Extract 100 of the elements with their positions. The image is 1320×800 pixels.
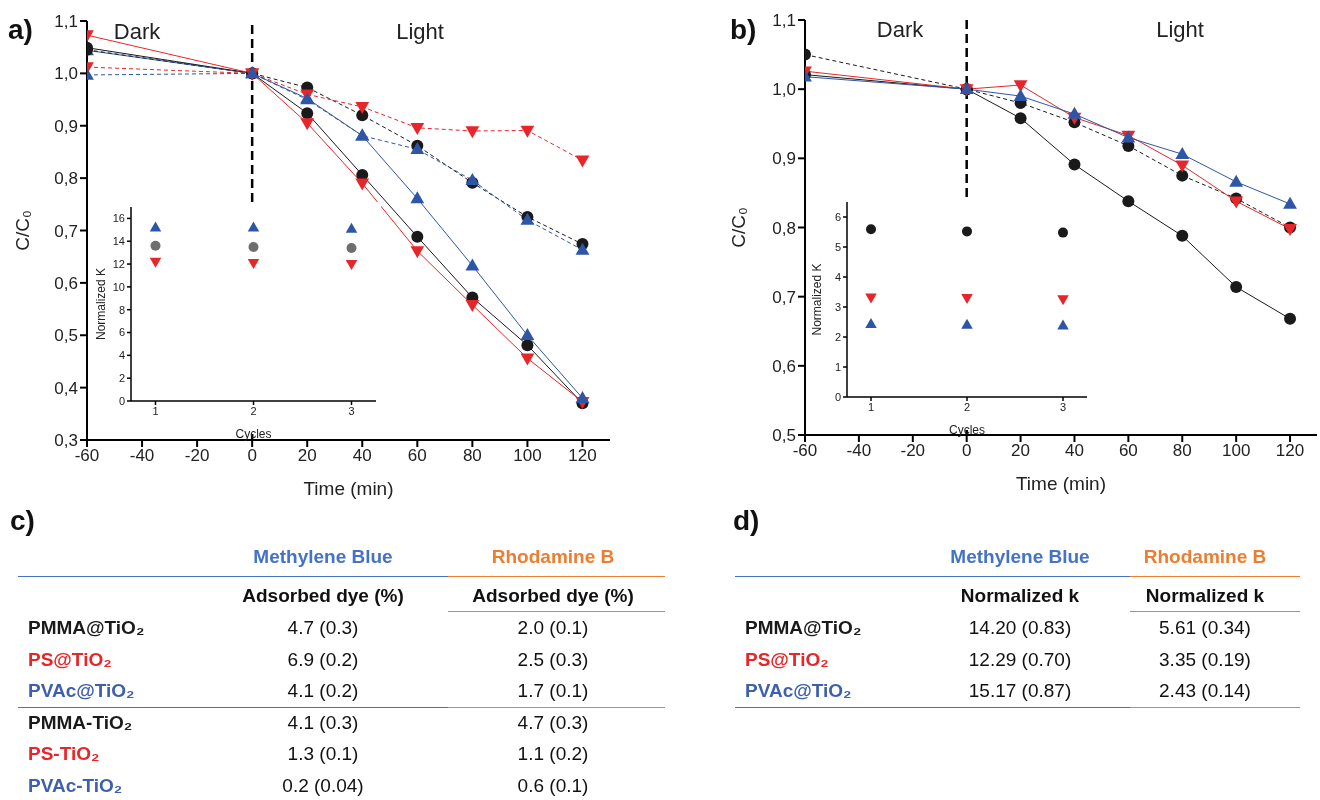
data-label: 2.43 (0.14)	[1159, 680, 1251, 703]
category-label: PMMA@TiO₂	[28, 617, 145, 639]
x-tick-label: 120	[1275, 441, 1305, 461]
y-tick-label: 0,4	[54, 378, 78, 398]
y-tick-label: 1,1	[772, 11, 796, 31]
y-tick-label: 4	[834, 270, 841, 283]
text: Adsorbed dye (%)	[242, 585, 404, 607]
x-axis-title: Time (min)	[303, 478, 394, 499]
category-label: PS@TiO₂	[745, 648, 829, 671]
x-axis-title: Cycles	[948, 423, 986, 437]
data-label: 14.20 (0.83)	[968, 617, 1072, 639]
y-axis-title: Normalized K	[810, 263, 825, 336]
data-label: 0.2 (0.04)	[282, 775, 364, 797]
data-label: 5.61 (0.34)	[1159, 617, 1251, 639]
y-tick-label: 2	[118, 372, 125, 385]
x-tick-label: -20	[900, 441, 926, 461]
y-tick-label: 3	[834, 300, 841, 313]
data-label: 4.1 (0.3)	[287, 711, 359, 734]
x-tick-label: 20	[297, 446, 317, 466]
annotation: Dark	[113, 19, 161, 45]
y-tick-label: 4	[118, 349, 125, 362]
y-axis-title: C/C₀	[11, 210, 33, 251]
x-tick-label: 100	[513, 446, 542, 466]
x-tick-label: 1	[867, 400, 875, 413]
y-tick-label: 5	[834, 240, 841, 253]
y-tick-label: 8	[118, 303, 125, 316]
category-label: PVAc-TiO₂	[28, 775, 123, 797]
y-tick-label: 10	[112, 280, 125, 293]
annotation: Dark	[876, 17, 924, 43]
y-tick-label: 1,0	[54, 64, 78, 84]
legend-label: Rhodamine B	[1143, 546, 1267, 568]
y-tick-label: 0,6	[772, 356, 796, 376]
annotation: Light	[1156, 17, 1204, 43]
y-tick-label: 1,1	[54, 12, 78, 32]
legend-label: Methylene Blue	[253, 546, 393, 568]
category-label: PS@TiO₂	[28, 648, 112, 671]
x-tick-label: 60	[407, 446, 427, 466]
x-axis-title: Time (min)	[1015, 473, 1107, 494]
category-label: PVAc@TiO₂	[745, 680, 852, 703]
data-label: 6.9 (0.2)	[287, 648, 359, 671]
y-axis-title: C/C₀	[727, 207, 749, 248]
data-label: 4.1 (0.2)	[287, 680, 359, 703]
y-axis-title: Normalized K	[94, 267, 109, 341]
data-label: 1.3 (0.1)	[287, 743, 359, 766]
data-label: 4.7 (0.3)	[517, 711, 589, 734]
x-tick-label: 60	[1118, 441, 1138, 461]
text: Adsorbed dye (%)	[472, 585, 634, 607]
category-label: PMMA-TiO₂	[28, 711, 133, 734]
x-tick-label: 0	[247, 446, 257, 466]
text: Normalized k	[960, 585, 1080, 607]
y-tick-label: 0,9	[54, 116, 78, 136]
data-label: 12.29 (0.70)	[968, 648, 1072, 671]
y-tick-label: 16	[112, 212, 125, 225]
y-tick-label: 1	[834, 360, 841, 373]
data-label: 15.17 (0.87)	[968, 680, 1072, 703]
x-tick-label: 80	[1172, 441, 1192, 461]
data-label: 3.35 (0.19)	[1159, 648, 1251, 671]
y-tick-label: 0,9	[772, 149, 796, 169]
data-label: 1.7 (0.1)	[517, 680, 589, 703]
annotation: Light	[396, 19, 444, 45]
chart-title: a)	[8, 14, 33, 46]
x-tick-label: 2	[250, 404, 257, 417]
text: c)	[10, 505, 35, 537]
x-tick-label: -40	[846, 441, 872, 461]
category-label: PVAc@TiO₂	[28, 680, 135, 703]
y-tick-label: 0,5	[54, 326, 78, 346]
x-tick-label: -20	[184, 446, 210, 466]
y-tick-label: 14	[112, 235, 125, 248]
x-tick-label: 40	[1065, 441, 1084, 461]
legend-label: Methylene Blue	[950, 546, 1090, 568]
x-axis-title: Cycles	[235, 427, 272, 441]
data-label: 2.0 (0.1)	[517, 617, 589, 639]
x-tick-label: 3	[1059, 400, 1067, 413]
data-label: 4.7 (0.3)	[287, 617, 359, 639]
data-label: 1.1 (0.2)	[517, 743, 589, 766]
x-tick-label: 2	[963, 400, 971, 413]
x-tick-label: 1	[152, 404, 159, 417]
y-tick-label: 6	[118, 326, 125, 339]
y-tick-label: 6	[834, 210, 841, 223]
x-tick-label: 0	[961, 441, 972, 461]
data-label: 2.5 (0.3)	[517, 648, 589, 671]
x-tick-label: -40	[129, 446, 155, 466]
text: d)	[733, 505, 760, 537]
data-label: 0.6 (0.1)	[517, 775, 589, 797]
x-tick-label: 100	[1221, 441, 1251, 461]
x-tick-label: 80	[462, 446, 482, 466]
x-tick-label: 40	[352, 446, 372, 466]
x-tick-label: 20	[1011, 441, 1031, 461]
y-tick-label: 0	[834, 390, 841, 403]
y-tick-label: 12	[112, 257, 125, 270]
category-label: PMMA@TiO₂	[745, 617, 862, 639]
y-tick-label: 0,8	[772, 218, 796, 238]
legend-label: Rhodamine B	[491, 546, 615, 568]
x-tick-label: 3	[348, 404, 355, 417]
y-tick-label: 0,8	[54, 169, 78, 189]
y-tick-label: 0,6	[54, 273, 78, 293]
text: Normalized k	[1145, 585, 1265, 607]
y-tick-label: 0,7	[54, 221, 78, 241]
chart-title: b)	[730, 14, 757, 46]
y-tick-label: 0,7	[772, 287, 796, 307]
